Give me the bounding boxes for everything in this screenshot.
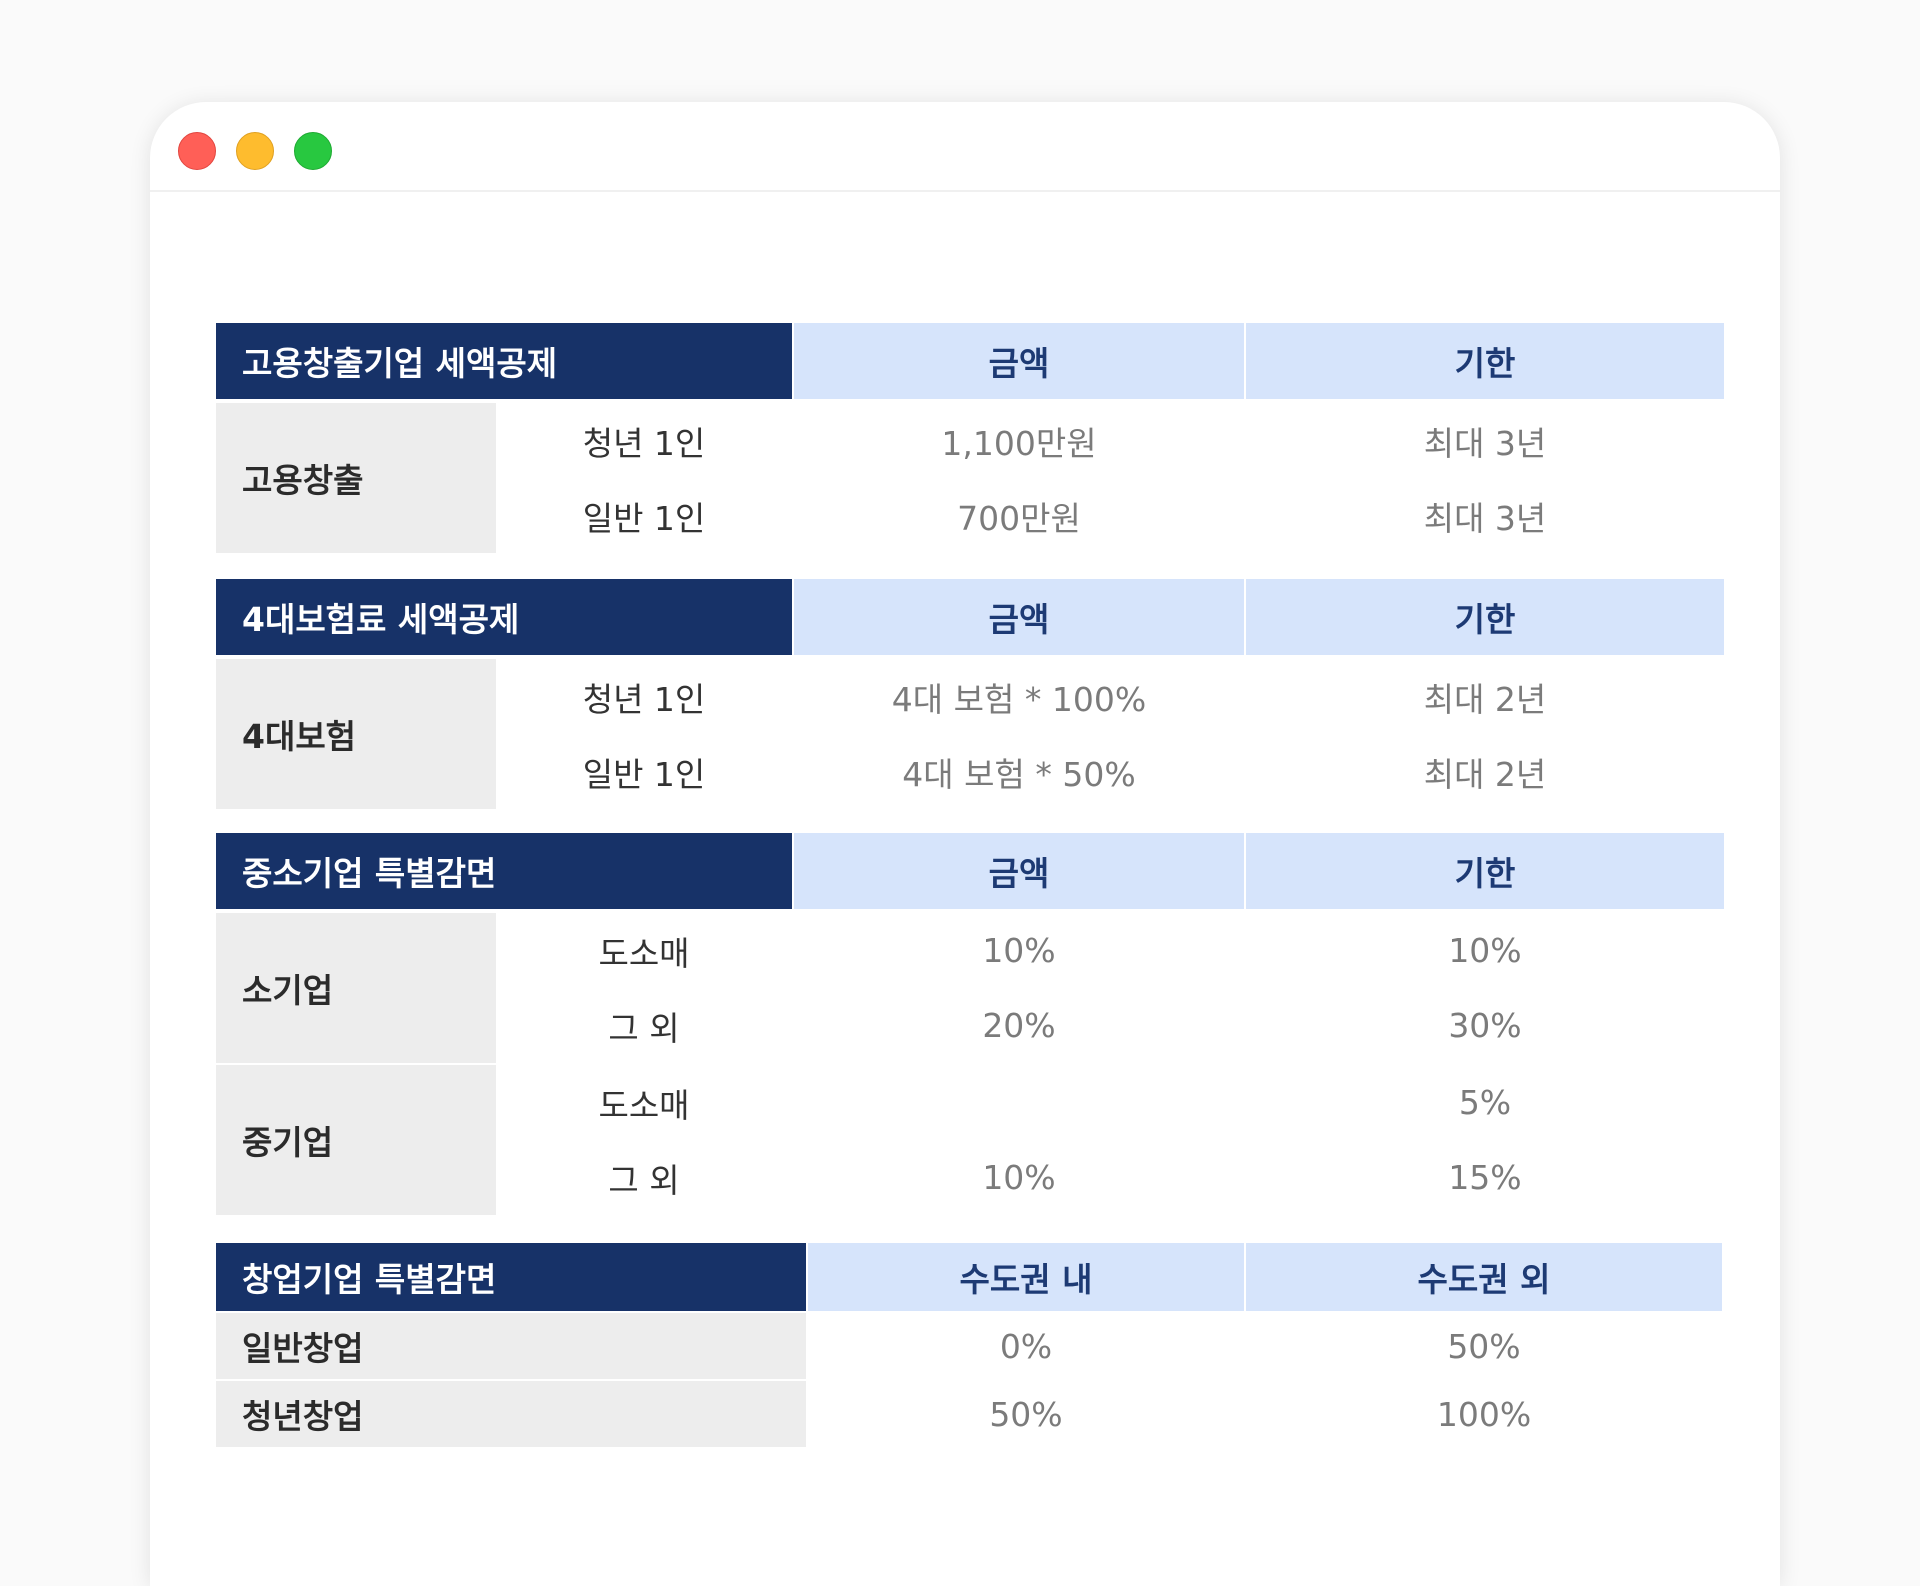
metro-inside-value: 50% (989, 1394, 1063, 1434)
column-header-amount: 금액 (794, 579, 1244, 655)
row-subcategory: 도소매 (598, 933, 690, 973)
tax-benefit-tables: 고용창출기업 세액공제 금액 기한 고용창출 청년 1인 1,100만원 최대 … (150, 102, 1780, 1586)
amount-value (794, 1065, 1244, 1140)
period-value: 최대 3년 (1423, 423, 1547, 463)
row-subcategory: 그 외 (608, 1160, 680, 1200)
column-header-period: 기한 (1246, 323, 1724, 399)
row-subcategory: 일반 1인 (582, 498, 706, 538)
column-header-period: 기한 (1246, 833, 1724, 909)
amount-value: 700만원 (957, 498, 1081, 538)
row-subcategory: 도소매 (598, 1085, 690, 1125)
row-subcategory: 청년 1인 (582, 423, 706, 463)
row-category: 중기업 (216, 1065, 496, 1215)
amount-value: 10% (982, 1158, 1056, 1197)
amount-value: 1,100만원 (941, 423, 1097, 463)
column-header-period: 기한 (1246, 579, 1724, 655)
column-header-metro-outside: 수도권 외 (1246, 1243, 1722, 1311)
period-value: 5% (1458, 1083, 1512, 1122)
column-header-metro-inside: 수도권 내 (808, 1243, 1244, 1311)
period-value: 최대 2년 (1423, 679, 1547, 719)
period-value: 최대 2년 (1423, 754, 1547, 794)
row-category: 4대보험 (216, 659, 496, 809)
row-subcategory: 청년 1인 (582, 679, 706, 719)
amount-value: 4대 보험 * 50% (902, 754, 1136, 794)
period-value: 최대 3년 (1423, 498, 1547, 538)
metro-outside-value: 50% (1447, 1326, 1521, 1366)
amount-value: 10% (982, 931, 1056, 970)
amount-value: 4대 보험 * 100% (891, 679, 1147, 719)
close-window-icon[interactable] (178, 132, 216, 170)
section-title: 중소기업 특별감면 (216, 833, 792, 909)
zoom-window-icon[interactable] (294, 132, 332, 170)
row-subcategory: 일반 1인 (582, 754, 706, 794)
row-category: 고용창출 (216, 403, 496, 553)
column-header-amount: 금액 (794, 323, 1244, 399)
column-header-amount: 금액 (794, 833, 1244, 909)
browser-window: 고용창출기업 세액공제 금액 기한 고용창출 청년 1인 1,100만원 최대 … (150, 102, 1780, 1586)
section-title: 고용창출기업 세액공제 (216, 323, 792, 399)
section-title: 창업기업 특별감면 (216, 1243, 806, 1311)
row-category: 소기업 (216, 913, 496, 1063)
row-category: 일반창업 (216, 1313, 806, 1379)
amount-value: 20% (982, 1006, 1056, 1045)
section-title: 4대보험료 세액공제 (216, 579, 792, 655)
title-bar (150, 102, 1780, 192)
period-value: 10% (1448, 931, 1522, 970)
metro-inside-value: 0% (999, 1326, 1053, 1366)
row-category: 청년창업 (216, 1381, 806, 1447)
period-value: 30% (1448, 1006, 1522, 1045)
period-value: 15% (1448, 1158, 1522, 1197)
row-subcategory: 그 외 (608, 1008, 680, 1048)
minimize-window-icon[interactable] (236, 132, 274, 170)
metro-outside-value: 100% (1436, 1394, 1532, 1434)
